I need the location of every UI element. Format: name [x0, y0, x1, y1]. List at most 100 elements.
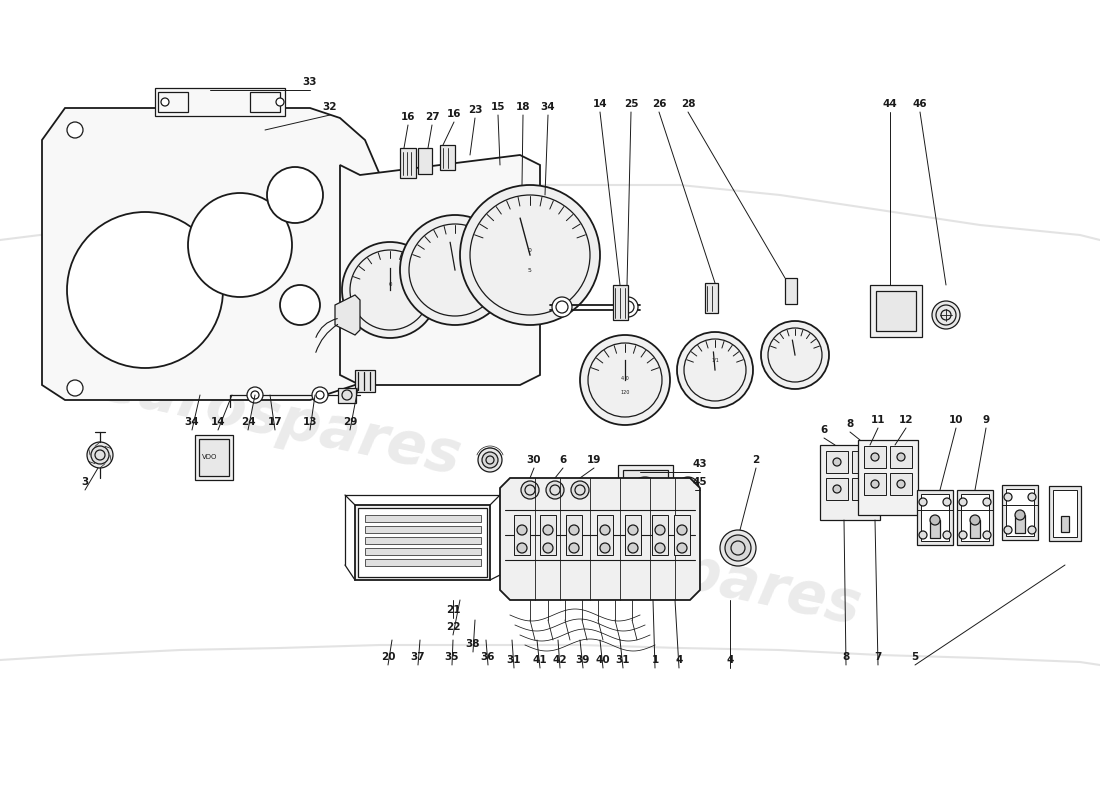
Circle shape — [280, 285, 320, 325]
Text: 4 0: 4 0 — [621, 375, 629, 381]
Circle shape — [959, 498, 967, 506]
Circle shape — [1028, 526, 1036, 534]
Circle shape — [676, 543, 688, 553]
Text: 42: 42 — [552, 655, 568, 665]
Bar — [199, 439, 229, 476]
Polygon shape — [42, 108, 380, 400]
Circle shape — [552, 297, 572, 317]
Bar — [705, 283, 718, 313]
Text: 37: 37 — [410, 652, 426, 662]
Text: 0: 0 — [528, 247, 532, 253]
Text: 13: 13 — [302, 417, 317, 427]
Text: eurospares: eurospares — [494, 504, 867, 636]
Bar — [970, 520, 980, 538]
Text: 16: 16 — [447, 109, 461, 119]
Circle shape — [896, 480, 905, 488]
Text: 39: 39 — [575, 655, 591, 665]
Bar — [613, 285, 628, 320]
Circle shape — [918, 531, 927, 539]
Text: 9: 9 — [982, 415, 990, 425]
Bar — [864, 473, 886, 495]
Text: 17: 17 — [267, 417, 283, 427]
Bar — [155, 88, 285, 116]
Text: 44: 44 — [882, 99, 898, 109]
Circle shape — [517, 525, 527, 535]
Circle shape — [720, 530, 756, 566]
Circle shape — [600, 525, 610, 535]
Text: 14: 14 — [211, 417, 226, 427]
Bar — [826, 478, 848, 500]
Text: 12: 12 — [899, 415, 913, 425]
Bar — [957, 490, 993, 545]
Text: 15: 15 — [491, 102, 505, 112]
Text: 14: 14 — [593, 99, 607, 109]
Text: 25: 25 — [624, 99, 638, 109]
Bar — [890, 446, 912, 468]
Text: 22: 22 — [446, 622, 460, 632]
Bar — [870, 285, 922, 337]
Wedge shape — [883, 298, 896, 324]
Text: 40: 40 — [596, 655, 611, 665]
Circle shape — [161, 98, 169, 106]
Bar — [358, 508, 487, 577]
Bar — [365, 537, 481, 544]
Circle shape — [400, 215, 510, 325]
Circle shape — [543, 543, 553, 553]
Bar — [566, 515, 582, 555]
Circle shape — [569, 543, 579, 553]
Text: 5: 5 — [528, 267, 532, 273]
Text: 24: 24 — [241, 417, 255, 427]
Circle shape — [600, 543, 610, 553]
Circle shape — [188, 193, 292, 297]
Text: 8: 8 — [846, 419, 854, 429]
Bar — [1015, 515, 1025, 533]
Bar — [365, 515, 481, 522]
Bar — [921, 494, 949, 541]
Text: 31: 31 — [507, 655, 521, 665]
Text: 33: 33 — [302, 77, 317, 87]
Circle shape — [970, 515, 980, 525]
Text: 8: 8 — [843, 652, 849, 662]
Text: 38: 38 — [465, 639, 481, 649]
Polygon shape — [500, 478, 700, 600]
Circle shape — [478, 448, 502, 472]
Bar — [355, 505, 490, 580]
Circle shape — [267, 167, 323, 223]
Text: 11: 11 — [871, 415, 886, 425]
Circle shape — [1028, 493, 1036, 501]
Text: eurospares: eurospares — [94, 354, 466, 486]
Text: 0: 0 — [388, 282, 392, 287]
Text: 6: 6 — [821, 425, 827, 435]
Circle shape — [91, 446, 109, 464]
Text: 45: 45 — [693, 477, 707, 487]
Polygon shape — [340, 155, 540, 385]
Bar — [440, 145, 455, 170]
Circle shape — [654, 543, 666, 553]
Circle shape — [628, 543, 638, 553]
Circle shape — [943, 498, 951, 506]
Bar — [400, 148, 416, 178]
Circle shape — [628, 525, 638, 535]
Circle shape — [1004, 526, 1012, 534]
Text: VDO: VDO — [202, 454, 218, 460]
Circle shape — [833, 485, 842, 493]
Text: 2: 2 — [752, 455, 760, 465]
Bar — [864, 446, 886, 468]
Circle shape — [959, 531, 967, 539]
Circle shape — [871, 480, 879, 488]
Bar — [514, 515, 530, 555]
Text: 46: 46 — [913, 99, 927, 109]
Text: 21: 21 — [446, 605, 460, 615]
Circle shape — [918, 498, 927, 506]
Text: 16: 16 — [400, 112, 416, 122]
Circle shape — [618, 297, 638, 317]
Text: 41: 41 — [532, 655, 548, 665]
Text: 7: 7 — [874, 652, 882, 662]
Circle shape — [546, 481, 564, 499]
Circle shape — [896, 453, 905, 461]
Bar — [623, 470, 668, 515]
Circle shape — [932, 301, 960, 329]
Text: 43: 43 — [693, 459, 707, 469]
Circle shape — [983, 498, 991, 506]
Circle shape — [725, 535, 751, 561]
